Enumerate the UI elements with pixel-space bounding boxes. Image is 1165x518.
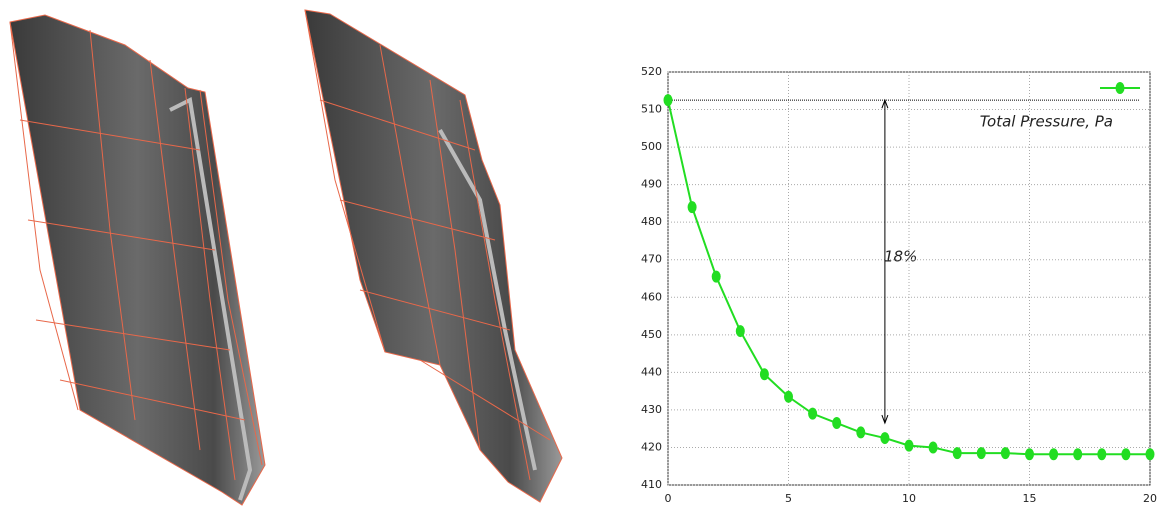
blade-render-optimized <box>305 10 562 502</box>
data-point <box>736 325 745 337</box>
data-point <box>664 94 673 106</box>
data-point <box>953 447 962 459</box>
y-tick-label: 520 <box>641 65 662 78</box>
data-point <box>1121 448 1130 460</box>
y-tick-label: 460 <box>641 290 662 303</box>
blade-surface <box>305 10 562 502</box>
data-point <box>688 201 697 213</box>
x-tick-label: 5 <box>785 492 792 505</box>
data-point <box>808 408 817 420</box>
y-tick-label: 430 <box>641 403 662 416</box>
x-tick-label: 15 <box>1023 492 1037 505</box>
page: {"chart_data": {"type": "line", "x": [0,… <box>0 0 1165 518</box>
y-tick-label: 450 <box>641 328 662 341</box>
data-point <box>1146 448 1155 460</box>
y-tick-label: 480 <box>641 215 662 228</box>
data-point <box>1097 448 1106 460</box>
y-tick-label: 510 <box>641 103 662 116</box>
data-point <box>760 368 769 380</box>
data-point <box>905 440 914 452</box>
data-point <box>1025 448 1034 460</box>
x-tick-label: 10 <box>902 492 916 505</box>
x-tick-label: 0 <box>665 492 672 505</box>
data-point <box>929 441 938 453</box>
legend-marker <box>1116 82 1125 94</box>
y-tick-label: 490 <box>641 178 662 191</box>
data-point <box>784 391 793 403</box>
data-point <box>977 447 986 459</box>
data-point <box>1049 448 1058 460</box>
data-point <box>1001 447 1010 459</box>
x-tick-label: 20 <box>1143 492 1157 505</box>
y-tick-label: 410 <box>641 478 662 491</box>
figure: 18% Total Pressure, Pa 410 420 430 440 450 46… <box>0 0 1165 518</box>
blade-surface <box>10 15 265 505</box>
data-point <box>712 271 721 283</box>
y-tick-label: 500 <box>641 140 662 153</box>
y-tick-label: 470 <box>641 253 662 266</box>
data-point <box>856 426 865 438</box>
data-point <box>1073 448 1082 460</box>
blade-render-original <box>10 15 265 505</box>
data-point <box>832 417 841 429</box>
legend-label: Total Pressure, Pa <box>980 113 1113 131</box>
data-point <box>880 432 889 444</box>
annotation: 18% <box>884 248 917 266</box>
y-tick-label: 420 <box>641 440 662 453</box>
y-tick-label: 440 <box>641 365 662 378</box>
